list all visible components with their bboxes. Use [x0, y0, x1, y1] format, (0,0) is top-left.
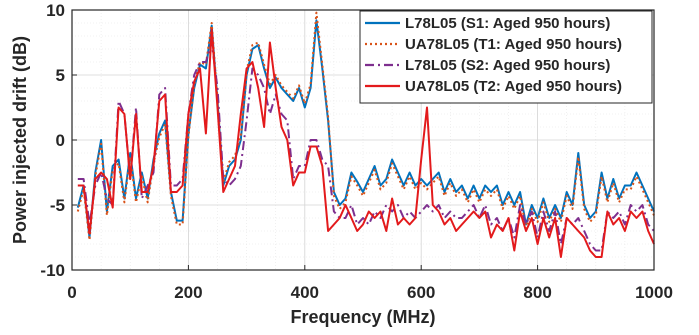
x-tick-label: 600	[407, 283, 435, 302]
x-tick-label: 400	[291, 283, 319, 302]
x-tick-label: 200	[174, 283, 202, 302]
axis-ticks	[71, 9, 655, 271]
x-tick-label: 0	[67, 283, 76, 302]
legend-label-1: L78L05 (S1: Aged 950 hours)	[405, 15, 610, 32]
legend-items: L78L05 (S1: Aged 950 hours) UA78L05 (T1: …	[365, 15, 622, 95]
legend-label-2: UA78L05 (T1: Aged 950 hours)	[405, 36, 622, 53]
series-line-4	[77, 28, 655, 258]
series-line-2	[76, 11, 655, 242]
y-tick-labels: -10 -5 0 5 10	[40, 1, 65, 280]
y-tick-label: -10	[40, 261, 65, 280]
y-tick-label: 5	[56, 66, 65, 85]
y-axis-title: Power injected drift (dB)	[10, 36, 30, 244]
series-layer	[76, 11, 655, 258]
series-line-3	[77, 41, 655, 252]
legend-label-4: UA78L05 (T2: Aged 950 hours)	[405, 78, 622, 95]
y-tick-label: -5	[50, 196, 65, 215]
x-tick-label: 800	[523, 283, 551, 302]
y-tick-label: 10	[46, 1, 65, 20]
x-tick-labels: 0 200 400 600 800 1000	[67, 283, 673, 302]
x-tick-label: 1000	[635, 283, 673, 302]
x-axis-title: Frequency (MHz)	[290, 307, 435, 327]
legend-box	[359, 10, 653, 104]
legend: L78L05 (S1: Aged 950 hours) UA78L05 (T1: …	[359, 10, 653, 104]
y-tick-label: 0	[56, 131, 65, 150]
series-line-1	[76, 19, 655, 239]
legend-label-3: L78L05 (S2: Aged 950 hours)	[405, 57, 610, 74]
